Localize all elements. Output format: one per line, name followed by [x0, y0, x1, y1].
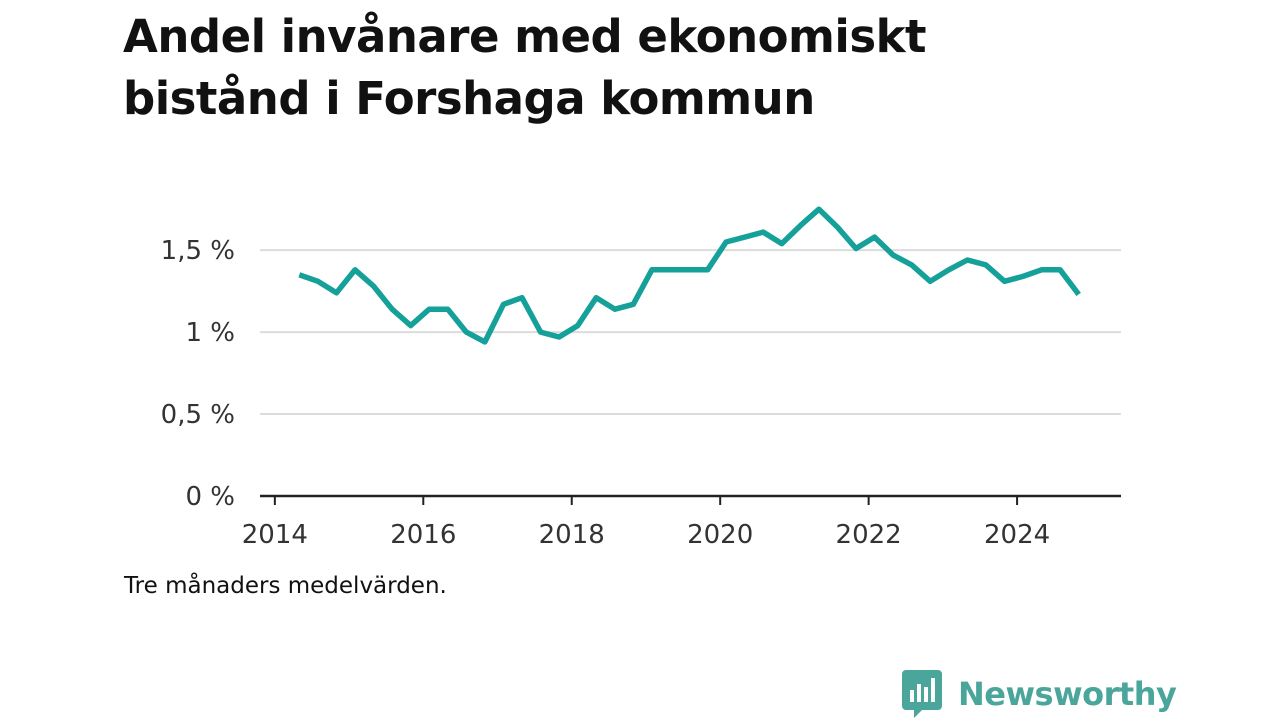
- gridlines: [260, 249, 1121, 416]
- brand-name: Newsworthy: [958, 675, 1177, 713]
- x-tick-label: 2022: [836, 520, 902, 550]
- series-layer: [298, 206, 1081, 345]
- y-tick-label: 1 %: [185, 318, 235, 348]
- y-tick-label: 0 %: [185, 482, 235, 512]
- chart-caption: Tre månaders medelvärden.: [124, 573, 447, 599]
- chart-title-line-1: Andel invånare med ekonomiskt: [123, 10, 927, 63]
- chart-title-line-2: bistånd i Forshaga kommun: [123, 72, 815, 125]
- y-tick-label: 1,5 %: [161, 236, 235, 266]
- chart-title: Andel invånare med ekonomiskt bistånd i …: [123, 6, 1123, 130]
- brand: Newsworthy: [902, 670, 1177, 718]
- x-tick-label: 2014: [242, 520, 308, 550]
- x-tick-label: 2020: [687, 520, 753, 550]
- x-tick-label: 2024: [984, 520, 1050, 550]
- x-tick-label: 2016: [390, 520, 456, 550]
- y-tick-label: 0,5 %: [161, 400, 235, 430]
- newsworthy-logo-icon: [902, 670, 942, 718]
- axes: 0 % 0,5 % 1 % 1,5 % 2014 2016 2018 2020 2022 2024: [161, 236, 1121, 550]
- x-tick-label: 2018: [539, 520, 605, 550]
- series-line: [298, 206, 1081, 345]
